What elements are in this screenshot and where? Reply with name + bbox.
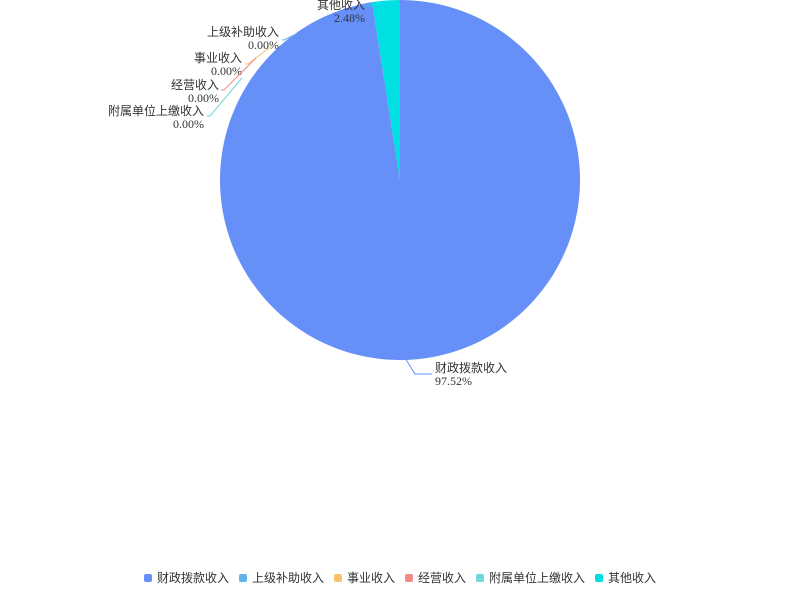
legend-label: 其他收入 xyxy=(608,571,657,585)
slice-label-name: 其他收入 xyxy=(317,0,365,12)
legend-label: 上级补助收入 xyxy=(251,571,324,585)
slice-label-percent: 0.00% xyxy=(211,64,242,78)
legend-marker xyxy=(333,573,342,582)
legend-marker xyxy=(238,573,247,582)
label-line-1 xyxy=(282,33,297,41)
label-line-4 xyxy=(207,77,243,117)
legend: 财政拨款收入 上级补助收入 事业收入 经营收入 附属单位上缴收入 其他收入 xyxy=(0,569,800,586)
slice-label-name: 附属单位上缴收入 xyxy=(108,103,204,118)
pie-slice-5[interactable] xyxy=(372,0,400,180)
slice-label-name: 财政拨款收入 xyxy=(435,361,507,375)
legend-marker xyxy=(405,573,413,582)
label-line-2 xyxy=(245,45,273,65)
legend-item[interactable]: 经营收入 xyxy=(405,569,466,586)
label-line-0 xyxy=(404,357,432,375)
slice-label-percent: 0.00% xyxy=(188,91,219,105)
legend-item[interactable]: 事业收入 xyxy=(333,569,395,586)
legend-marker xyxy=(595,573,604,582)
legend-marker xyxy=(476,573,485,582)
label-line-3 xyxy=(221,57,257,91)
slice-label-percent: 0.00% xyxy=(173,117,204,131)
slice-label-percent: 97.52% xyxy=(435,374,472,388)
legend-item[interactable]: 其他收入 xyxy=(595,569,656,586)
legend-item[interactable]: 上级补助收入 xyxy=(238,569,324,586)
legend-label: 财政拨款收入 xyxy=(156,571,229,585)
legend-item[interactable]: 附属单位上缴收入 xyxy=(476,569,585,586)
slice-label-name: 事业收入 xyxy=(194,51,242,65)
legend-label: 经营收入 xyxy=(418,571,467,585)
legend-item[interactable]: 财政拨款收入 xyxy=(143,569,229,586)
legend-label: 事业收入 xyxy=(346,571,395,585)
slice-label-percent: 2.48% xyxy=(334,11,365,25)
legend-marker xyxy=(143,573,152,582)
slice-label-name: 上级补助收入 xyxy=(207,25,279,39)
slice-label-percent: 0.00% xyxy=(248,38,279,52)
legend-label: 附属单位上缴收入 xyxy=(489,571,586,585)
label-line-5 xyxy=(366,0,386,7)
slice-label-name: 经营收入 xyxy=(171,78,219,92)
